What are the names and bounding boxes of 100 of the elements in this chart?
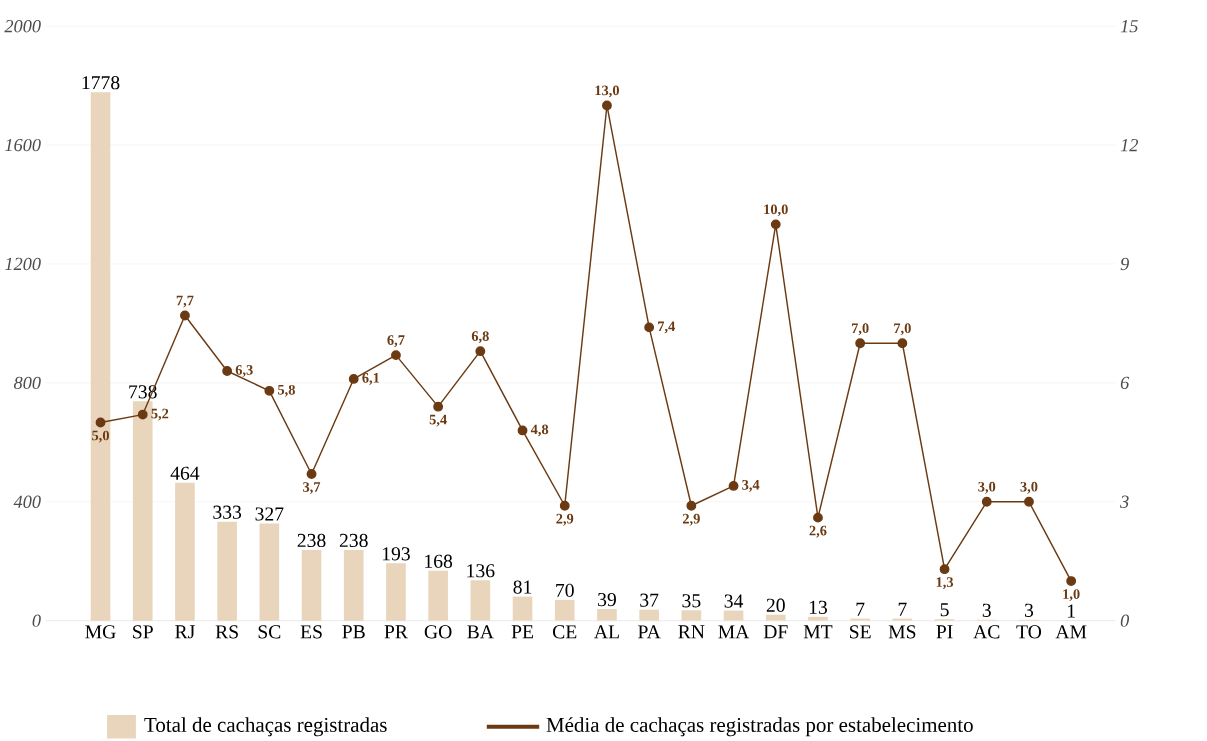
point: [1024, 496, 1034, 507]
x-tick-label: PR: [384, 625, 408, 639]
x-tick-label: SP: [133, 625, 153, 639]
y-tick-label: 2000: [4, 19, 41, 33]
point: [475, 346, 486, 357]
x-tick-label: RN: [678, 625, 705, 639]
y-tick-label: 800: [13, 376, 41, 390]
point: [180, 310, 190, 321]
point: [137, 409, 148, 420]
legend-label: Média de cachaças registradas por estabelecimento: [546, 717, 973, 737]
point: [897, 338, 908, 349]
data-label: 5,2: [151, 408, 169, 421]
y2-tick-label: 0: [1120, 614, 1130, 627]
data-label: 4,8: [530, 424, 549, 437]
point: [939, 564, 950, 574]
data-label: 1,0: [1063, 589, 1080, 601]
x-tick-label: TO: [1016, 625, 1042, 639]
data-label: 7: [898, 602, 907, 616]
data-label: 81: [513, 580, 532, 594]
x-tick-label: MS: [888, 625, 916, 639]
bar: [470, 580, 491, 621]
point: [433, 401, 444, 412]
x-tick-label: PA: [638, 625, 661, 639]
data-label: 3,7: [303, 482, 321, 494]
x-tick-label: MG: [85, 625, 116, 639]
point: [264, 385, 275, 396]
point: [306, 469, 317, 479]
bar: [554, 599, 575, 621]
data-label: 6,3: [235, 365, 253, 377]
point: [728, 480, 739, 491]
y-tick-label: 400: [13, 495, 41, 508]
data-label: 6,7: [387, 335, 405, 347]
x-tick-label: RJ: [175, 625, 195, 639]
data-label: 5: [940, 603, 949, 617]
x-tick-label: ES: [300, 625, 322, 639]
point: [348, 373, 359, 384]
data-label: 5,0: [92, 430, 109, 443]
bar: [512, 596, 533, 621]
bar: [428, 570, 448, 621]
data-label: 2,9: [682, 513, 700, 526]
data-label: 39: [598, 592, 616, 607]
x-tick-label: SE: [850, 625, 871, 639]
point: [644, 322, 655, 333]
y-tick-label: 1600: [5, 138, 41, 152]
data-label: 37: [640, 593, 659, 607]
point: [95, 417, 106, 428]
y2-tick-label: 15: [1120, 19, 1138, 33]
data-label: 1: [1067, 604, 1075, 618]
bar: [343, 549, 364, 621]
point: [770, 219, 781, 230]
x-tick-label: RS: [215, 625, 238, 639]
y2-tick-label: 6: [1120, 376, 1130, 389]
x-tick-label: PB: [342, 625, 365, 639]
y-tick-label: 1200: [5, 257, 41, 271]
data-label: 238: [339, 533, 368, 547]
bar: [386, 563, 406, 621]
x-tick-label: AM: [1055, 625, 1087, 639]
x-tick-label: MT: [803, 625, 833, 639]
bar: [597, 609, 617, 621]
data-label: 7,0: [894, 323, 911, 336]
bar: [765, 614, 786, 621]
data-label: 6,8: [471, 331, 489, 343]
x-tick-label: GO: [424, 625, 452, 639]
bar: [132, 401, 153, 621]
data-label: 5,8: [278, 384, 295, 397]
x-tick-label: PI: [936, 625, 953, 639]
data-label: 5,4: [429, 414, 447, 427]
data-label: 3,0: [978, 481, 996, 494]
bar: [723, 610, 744, 621]
data-label: 7,4: [658, 321, 675, 334]
bar: [175, 482, 195, 621]
y2-tick-label: 3: [1120, 495, 1129, 508]
point: [1066, 576, 1077, 586]
point: [517, 425, 528, 436]
data-label: 333: [213, 505, 242, 519]
data-label: 168: [425, 554, 453, 568]
point: [686, 500, 697, 511]
x-tick-label: DF: [763, 625, 788, 639]
data-label: 34: [724, 594, 744, 608]
x-tick-label: AC: [973, 625, 1000, 639]
data-label: 193: [382, 547, 410, 561]
data-label: 3,4: [742, 479, 760, 492]
x-tick-label: SC: [258, 625, 281, 639]
x-tick-label: BA: [467, 625, 494, 639]
y-tick-label: 0: [32, 614, 41, 627]
data-label: 3: [982, 603, 991, 617]
bar: [808, 616, 828, 621]
legend-label: Total de cachaças registradas: [144, 717, 387, 737]
data-label: 136: [467, 564, 495, 578]
data-label: 70: [556, 583, 574, 597]
data-label: 2,6: [809, 525, 827, 538]
x-tick-label: CE: [552, 625, 577, 639]
data-label: 3,0: [1020, 481, 1038, 494]
point: [813, 512, 823, 523]
data-label: 7: [856, 602, 865, 616]
x-tick-label: PE: [511, 625, 534, 639]
bar: [90, 92, 111, 621]
data-label: 238: [297, 533, 326, 547]
data-label: 20: [766, 598, 785, 612]
data-label: 1778: [82, 75, 120, 90]
